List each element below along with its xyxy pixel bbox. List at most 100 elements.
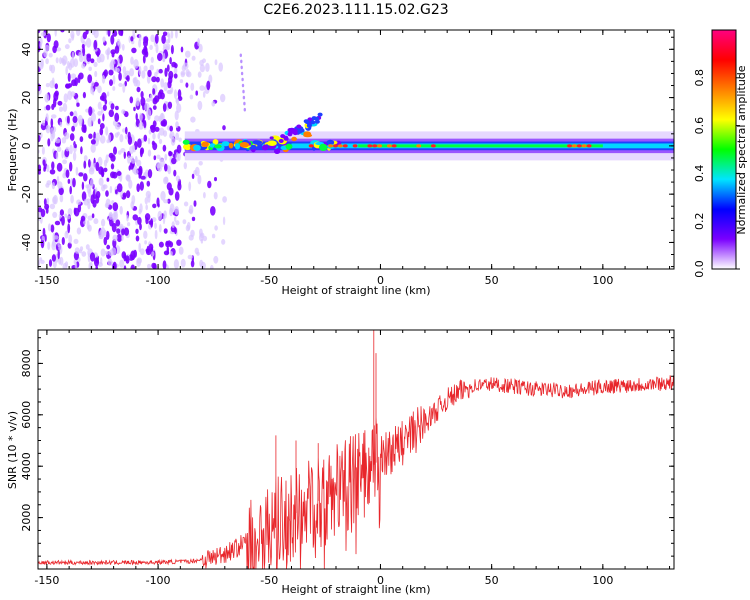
noise-blob (71, 51, 75, 60)
noise-blob (174, 110, 179, 121)
noise-blob (173, 169, 177, 177)
noise-blob (135, 228, 139, 234)
noise-blob (95, 132, 101, 142)
noise-blob (99, 135, 106, 144)
noise-blob (38, 30, 41, 34)
snr-x-label: Height of straight line (km) (281, 583, 430, 596)
noise-blob (111, 52, 115, 58)
noise-blob (45, 124, 51, 134)
noise-blob (158, 224, 162, 233)
noise-blob (167, 89, 173, 95)
noise-blob (207, 180, 212, 189)
spectrogram-panel: -150 -100 -50 0 50 100 -40 -20 0 20 40 Height of … (6, 29, 675, 297)
noise-blob (162, 31, 168, 37)
noise-blob (55, 138, 61, 144)
noise-blob (158, 241, 164, 248)
noise-blob (122, 192, 127, 198)
y-tick-label: 20 (20, 91, 33, 105)
noise-blob (118, 82, 123, 87)
noise-blob (163, 82, 168, 92)
noise-blob (173, 89, 178, 100)
x-tick-label: 0 (377, 574, 384, 587)
noise-blob (103, 159, 108, 167)
noise-blob (119, 134, 124, 143)
noise-blob (90, 139, 96, 145)
noise-blob (152, 105, 157, 110)
noise-blob (195, 90, 198, 96)
colorbar-tick-label: 0.4 (693, 165, 706, 183)
noise-blob (133, 76, 138, 87)
signal-blob (221, 141, 230, 147)
noise-blob (81, 181, 85, 190)
noise-blob (44, 44, 50, 52)
noise-blob (182, 62, 189, 70)
noise-blob (60, 30, 65, 33)
noise-blob (112, 86, 116, 91)
noise-blob (102, 104, 107, 111)
noise-blob (185, 82, 189, 88)
noise-blob (159, 159, 165, 168)
noise-blob (138, 121, 144, 130)
noise-blob (128, 35, 131, 43)
noise-blob (118, 72, 122, 81)
signal-blob (261, 144, 269, 151)
noise-blob (197, 37, 201, 47)
noise-blob (87, 74, 93, 84)
noise-blob (50, 224, 55, 233)
x-tick-label: -150 (34, 574, 59, 587)
noise-blob (57, 238, 60, 248)
noise-blob (108, 212, 113, 218)
noise-blob (72, 151, 77, 161)
noise-blob (66, 115, 70, 124)
noise-blob (137, 138, 142, 148)
noise-blob (66, 215, 71, 220)
signal-blob (228, 142, 234, 149)
noise-blob (90, 178, 94, 188)
noise-blob (52, 45, 57, 54)
noise-blob (62, 102, 68, 112)
vertical-streak (240, 65, 243, 70)
noise-blob (149, 64, 154, 71)
noise-blob (146, 108, 152, 118)
noise-blob (194, 247, 199, 255)
noise-blob (104, 202, 110, 209)
noise-blob (156, 154, 161, 159)
noise-blob (91, 88, 95, 96)
noise-blob (70, 30, 75, 39)
noise-blob (56, 146, 62, 152)
noise-blob (159, 127, 165, 136)
noise-blob (177, 182, 182, 191)
signal-blob (183, 143, 192, 151)
peak-segment (567, 144, 572, 148)
noise-blob (50, 118, 54, 128)
x-tick-label: 0 (377, 274, 384, 287)
noise-blob (136, 183, 140, 192)
noise-blob (48, 259, 53, 267)
noise-blob (158, 115, 162, 123)
noise-blob (154, 115, 160, 122)
noise-blob (65, 146, 70, 152)
spectrogram-heatmap (38, 30, 674, 269)
noise-blob (101, 184, 106, 192)
noise-blob (69, 58, 75, 68)
signal-blob (212, 139, 219, 145)
y-tick-label: 2000 (20, 504, 33, 532)
noise-blob (152, 132, 156, 140)
noise-blob (76, 102, 80, 107)
noise-blob (140, 97, 146, 107)
colorbar-tick-label: 0.6 (693, 117, 706, 135)
peak-segment (572, 144, 577, 148)
noise-blob (161, 34, 166, 44)
noise-blob (214, 59, 218, 66)
snr-frame (37, 329, 675, 570)
noise-blob (57, 249, 60, 260)
noise-blob (177, 89, 182, 99)
noise-blob (101, 218, 106, 227)
noise-blob (46, 33, 51, 43)
noise-blob (142, 54, 146, 64)
noise-blob (107, 133, 112, 143)
noise-blob (221, 239, 226, 245)
signal-blob (213, 144, 222, 149)
noise-blob (94, 70, 98, 78)
noise-blob (38, 61, 44, 70)
